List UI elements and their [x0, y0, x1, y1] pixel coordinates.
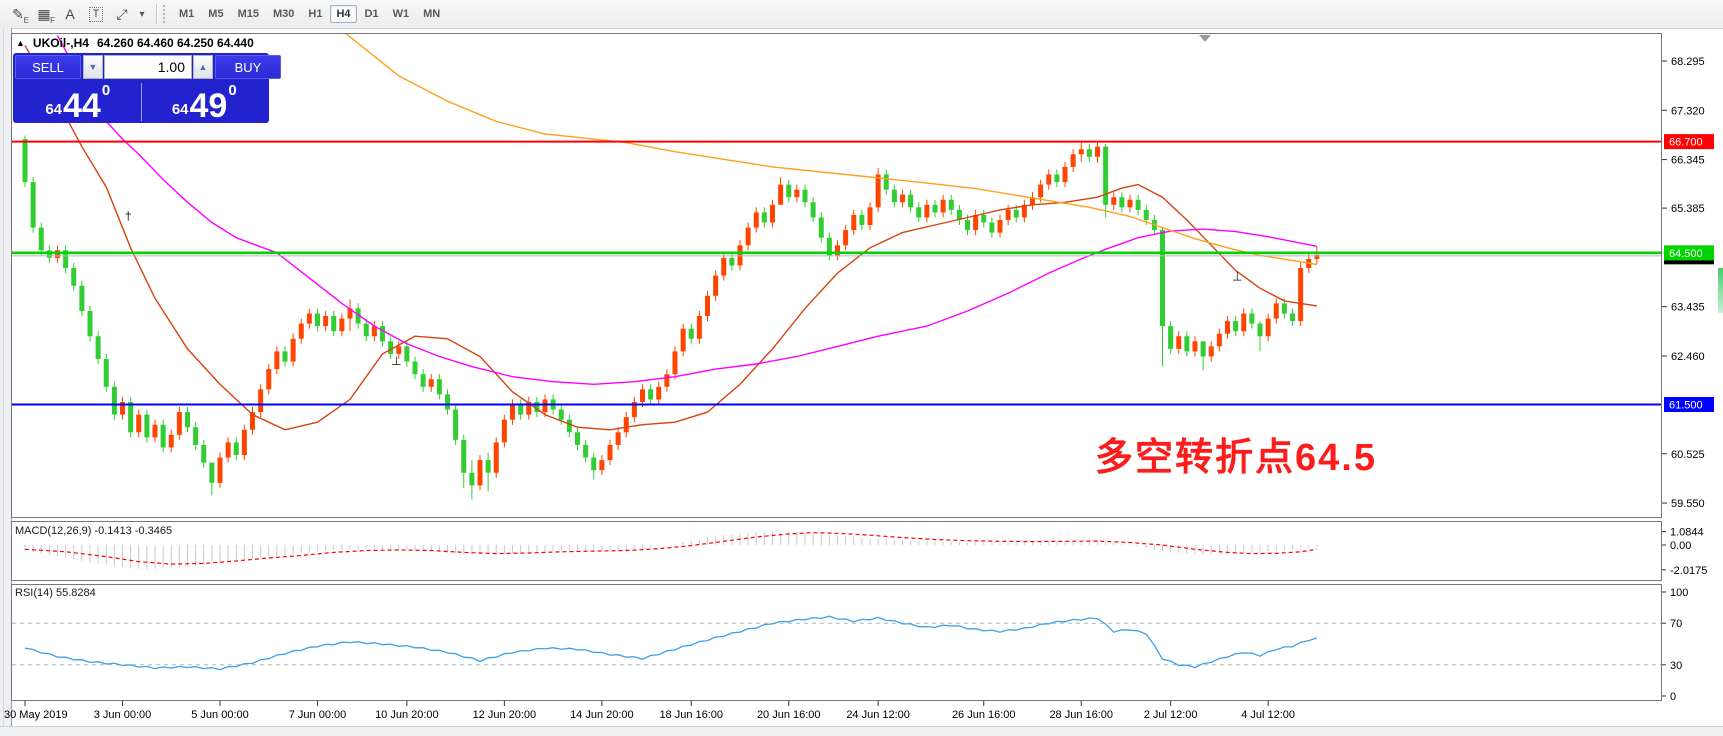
timeframe-button-M1[interactable]: M1 — [173, 5, 200, 23]
time-axis[interactable]: 30 May 2019 3 Jun 00:00 5 Jun 00:00 7 Jun 0… — [4, 701, 1295, 721]
chart-title: ▲ UKOil-,H4 64.260 64.460 64.250 64.440 — [16, 36, 254, 50]
rsi-line — [24, 615, 1318, 671]
top-toolbar: ✎ E ▦ F A T ⤢ ▾ M1 M5 M15 M30 H1 H4 D1 W1 MN — [0, 0, 1723, 29]
arrows-object-icon[interactable]: ⤢ — [116, 5, 128, 22]
svg-text:64.500: 64.500 — [1669, 248, 1703, 260]
svg-text:12 Jun 20:00: 12 Jun 20:00 — [473, 709, 537, 721]
timeframe-button-W1[interactable]: W1 — [387, 5, 416, 23]
deal-marker-icon: ⊥ — [1232, 270, 1242, 284]
chart-symbol-period: UKOil-,H4 — [32, 36, 89, 50]
svg-text:66.345: 66.345 — [1671, 155, 1705, 167]
sell-price-display[interactable]: 64 44 0 — [15, 81, 141, 123]
macd-indicator-label: MACD(12,26,9) -0.1413 -0.3465 — [15, 525, 173, 537]
svg-text:0: 0 — [1670, 691, 1676, 703]
svg-text:30 May 2019: 30 May 2019 — [4, 709, 68, 721]
dropdown-caret-icon[interactable]: ▾ — [139, 8, 145, 20]
svg-text:2 Jul 12:00: 2 Jul 12:00 — [1144, 709, 1198, 721]
macd-panel-border — [11, 521, 1662, 581]
svg-text:7 Jun 00:00: 7 Jun 00:00 — [289, 709, 347, 721]
svg-text:-2.0175: -2.0175 — [1670, 565, 1707, 577]
volume-stepper: ▼ ▲ — [83, 55, 213, 79]
text-box-icon[interactable]: T — [84, 3, 108, 25]
svg-text:3 Jun 00:00: 3 Jun 00:00 — [94, 709, 152, 721]
buy-price-point: 0 — [228, 82, 237, 99]
buy-button[interactable]: BUY — [215, 55, 281, 79]
main-chart-border — [11, 33, 1662, 518]
toolbar-separator — [156, 4, 158, 24]
svg-text:59.550: 59.550 — [1671, 498, 1705, 510]
svg-text:61.500: 61.500 — [1669, 399, 1703, 411]
svg-text:70: 70 — [1670, 618, 1682, 630]
right-scrollbar-thumb[interactable] — [1718, 268, 1723, 313]
buy-price-handle: 64 — [171, 101, 189, 118]
svg-text:0.00: 0.00 — [1670, 540, 1691, 552]
rsi-panel-border — [11, 584, 1662, 701]
timeframe-button-H1[interactable]: H1 — [302, 5, 328, 23]
svg-text:60.525: 60.525 — [1671, 449, 1705, 461]
svg-text:18 Jun 16:00: 18 Jun 16:00 — [659, 709, 723, 721]
svg-text:65.385: 65.385 — [1671, 203, 1705, 215]
drawing-tools-group: ✎ E ▦ F A T ⤢ ▾ — [0, 3, 148, 26]
deal-marker-icon: ⊥ — [391, 354, 401, 368]
volume-decrease-button[interactable]: ▼ — [83, 55, 103, 79]
svg-text:1.0844: 1.0844 — [1670, 527, 1704, 539]
buy-price-display[interactable]: 64 49 0 — [142, 81, 268, 123]
svg-text:10 Jun 20:00: 10 Jun 20:00 — [375, 709, 439, 721]
macd-signal-line — [24, 532, 1317, 565]
bid-price-badge — [1664, 260, 1714, 265]
draw-pencil-icon[interactable]: ✎ E — [12, 5, 29, 26]
sell-button[interactable]: SELL — [15, 55, 81, 79]
text-label-icon[interactable]: A — [65, 6, 75, 22]
svg-text:26 Jun 16:00: 26 Jun 16:00 — [952, 709, 1016, 721]
svg-text:63.435: 63.435 — [1671, 302, 1705, 314]
price-divider — [140, 83, 142, 121]
timeframe-button-MN[interactable]: MN — [417, 5, 446, 23]
sell-price-handle: 64 — [45, 101, 62, 118]
svg-text:100: 100 — [1670, 587, 1688, 599]
buy-price-pips: 49 — [189, 87, 228, 125]
sell-price-point: 0 — [101, 82, 111, 99]
timeframe-buttons-group: M1 M5 M15 M30 H1 H4 D1 W1 MN — [173, 5, 446, 23]
chart-ohlc-quotes: 64.260 64.460 64.250 64.440 — [96, 36, 254, 50]
rsi-indicator-label: RSI(14) 55.8284 — [15, 587, 96, 599]
svg-text:62.460: 62.460 — [1671, 351, 1705, 363]
collapse-triangle-icon[interactable]: ▲ — [16, 38, 25, 48]
svg-text:28 Jun 16:00: 28 Jun 16:00 — [1049, 709, 1113, 721]
sell-price-pips: 44 — [63, 87, 101, 125]
svg-text:24 Jun 12:00: 24 Jun 12:00 — [846, 709, 910, 721]
volume-increase-button[interactable]: ▲ — [193, 55, 213, 79]
chart-shift-marker-icon[interactable] — [1199, 35, 1211, 42]
svg-text:30: 30 — [1670, 660, 1682, 672]
svg-text:14 Jun 20:00: 14 Jun 20:00 — [570, 709, 634, 721]
timeframe-button-M30[interactable]: M30 — [267, 5, 300, 23]
deal-marker-icon: † — [125, 209, 132, 223]
grid-indicator-icon[interactable]: ▦ F — [37, 5, 55, 26]
timeframe-button-M15[interactable]: M15 — [232, 5, 265, 23]
toolbar-drag-handle[interactable] — [163, 5, 169, 23]
main-chart-layer — [12, 34, 1661, 500]
chart-annotation-text[interactable]: 多空转折点64.5 — [1095, 437, 1377, 479]
svg-text:20 Jun 16:00: 20 Jun 16:00 — [757, 709, 821, 721]
timeframe-button-D1[interactable]: D1 — [359, 5, 385, 23]
candles-layer — [22, 135, 1320, 500]
timeframe-button-M5[interactable]: M5 — [202, 5, 229, 23]
svg-text:67.320: 67.320 — [1671, 105, 1705, 117]
svg-text:68.295: 68.295 — [1671, 56, 1705, 68]
svg-text:5 Jun 00:00: 5 Jun 00:00 — [191, 709, 249, 721]
volume-input[interactable] — [104, 55, 192, 79]
price-chart-canvas[interactable]: †⊥⊥68.29567.32066.34565.38563.43562.4606… — [0, 28, 1723, 735]
price-axis[interactable]: 68.295 67.320 66.345 65.385 63.435 62.460 60.5… — [1662, 56, 1714, 703]
timeframe-button-H4[interactable]: H4 — [330, 5, 357, 23]
svg-text:4 Jul 12:00: 4 Jul 12:00 — [1241, 709, 1295, 721]
macd-panel-layer — [24, 531, 1318, 570]
rsi-panel-layer — [12, 615, 1661, 671]
svg-text:66.700: 66.700 — [1669, 137, 1703, 149]
one-click-trading-panel: SELL ▼ ▲ BUY 64 44 0 64 49 0 — [13, 53, 281, 123]
ma-fast-red — [24, 45, 1318, 431]
bottom-window-rail — [0, 726, 1723, 736]
ma-slow-orange — [345, 34, 1318, 266]
